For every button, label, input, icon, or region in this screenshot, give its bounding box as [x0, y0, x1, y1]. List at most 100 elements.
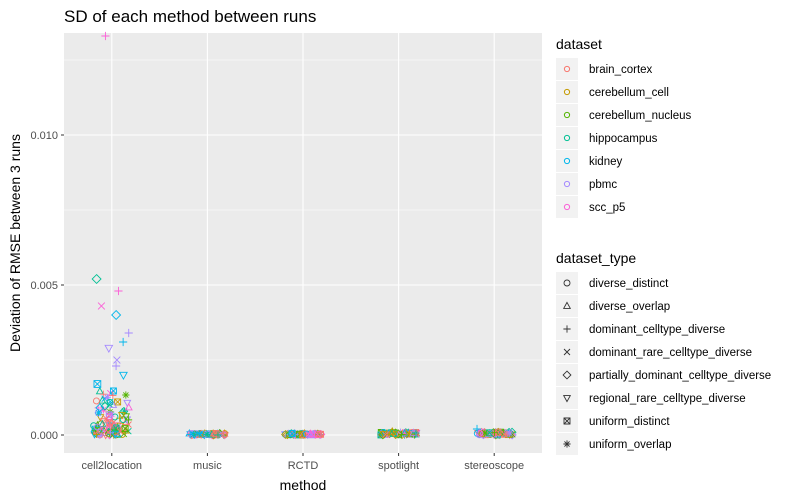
point-diamond [95, 403, 105, 413]
point-plus [119, 337, 128, 347]
x-tick-label: stereoscope [464, 460, 524, 472]
point-cross [219, 431, 227, 438]
point-asterisk [99, 406, 108, 414]
point-triangle [124, 403, 133, 411]
point-circle [476, 429, 484, 437]
legend-key-bg [556, 127, 578, 149]
legend-key-bg [556, 364, 578, 386]
point-plus [563, 325, 571, 333]
legend-key-bg [556, 81, 578, 103]
point-triangle-down [123, 399, 132, 408]
point-diamond [393, 429, 403, 439]
legend-label: diverse_distinct [589, 278, 669, 290]
x-tick-label: RCTD [288, 460, 319, 472]
point-diamond [562, 370, 572, 380]
legend-label: brain_cortex [589, 64, 653, 76]
legend-key-bg [556, 104, 578, 126]
point-triangle [316, 430, 325, 438]
point-asterisk [489, 431, 498, 439]
point-triangle-down [190, 431, 199, 440]
legend-key-bg [556, 387, 578, 409]
point-cross [120, 430, 128, 438]
point-square-cross [288, 430, 296, 438]
legend-key-bg [556, 295, 578, 317]
y-tick-label: 0.000 [30, 430, 58, 442]
legend-label: uniform_overlap [589, 439, 671, 451]
data-points [90, 31, 517, 440]
point-asterisk [103, 393, 111, 401]
point-plus [109, 391, 117, 400]
point-square-cross [563, 417, 571, 425]
point-diamond [91, 273, 102, 285]
legend-label: scc_p5 [589, 202, 625, 214]
legend-key-bg [556, 58, 578, 80]
legend-key-circle [563, 203, 571, 211]
x-axis-title: method [280, 477, 327, 493]
legend-key-circle [563, 65, 571, 73]
y-tick-label: 0.010 [30, 130, 58, 142]
legend-label: diverse_overlap [589, 301, 670, 313]
point-triangle [387, 426, 397, 436]
point-asterisk [503, 430, 511, 438]
point-cross [102, 415, 110, 423]
legend-label: partially_dominant_celltype_diverse [589, 370, 771, 382]
point-asterisk [402, 431, 411, 439]
legends: dataset brain_cortex cerebellum_cellcerebe… [556, 36, 771, 455]
point-plus [214, 431, 222, 439]
chart-title: SD of each method between runs [64, 7, 316, 26]
point-asterisk [203, 430, 211, 438]
point-triangle [562, 301, 572, 309]
legend-label: cerebellum_nucleus [589, 110, 692, 122]
point-square-cross [109, 387, 117, 395]
point-cross [382, 431, 389, 438]
point-asterisk [120, 407, 129, 415]
point-cross [563, 348, 571, 356]
point-asterisk [91, 426, 100, 435]
point-plus [397, 431, 406, 439]
point-triangle-down [117, 412, 127, 420]
legend-key-circle [563, 88, 571, 96]
legend-title: dataset_type [556, 250, 636, 266]
point-plus [114, 286, 123, 296]
point-square-cross [93, 380, 102, 388]
point-plus [412, 429, 420, 437]
point-asterisk [94, 409, 103, 417]
point-circle [92, 397, 100, 405]
x-tick-label: spotlight [378, 460, 419, 472]
point-triangle-down [118, 371, 128, 381]
point-triangle-down [562, 395, 572, 403]
point-circle [221, 431, 229, 439]
point-circle [106, 398, 114, 406]
point-circle [105, 410, 113, 418]
point-diamond [111, 309, 122, 321]
legend-label: regional_rare_celltype_diverse [589, 393, 746, 405]
point-circle [104, 429, 112, 437]
point-triangle-down [100, 426, 109, 434]
axes: 0.000 0.005 0.010 cell2location music RCTD spo… [30, 130, 524, 472]
legend-title: dataset [556, 36, 602, 52]
point-asterisk [122, 391, 130, 399]
legend-key-bg [556, 173, 578, 195]
legend-key-bg [556, 150, 578, 172]
legend-label: pbmc [589, 179, 617, 191]
y-axis-title: Deviation of RMSE between 3 runs [7, 134, 23, 352]
point-plus [124, 328, 133, 338]
point-asterisk [195, 430, 203, 438]
point-diamond [100, 401, 110, 411]
point-cross [305, 431, 312, 438]
point-plus [490, 429, 499, 437]
point-triangle-down [111, 431, 120, 439]
point-asterisk [406, 430, 414, 438]
legend-label: dominant_celltype_diverse [589, 324, 725, 336]
point-asterisk [106, 426, 114, 434]
point-circle [563, 279, 571, 287]
point-triangle-down [121, 413, 131, 421]
legend-key-circle [563, 180, 571, 188]
legend-label: kidney [589, 156, 622, 168]
point-circle [93, 423, 101, 431]
point-triangle [109, 400, 118, 408]
point-triangle [400, 428, 409, 437]
legend-label: hippocampus [589, 133, 658, 145]
legend-key-circle [563, 134, 571, 142]
